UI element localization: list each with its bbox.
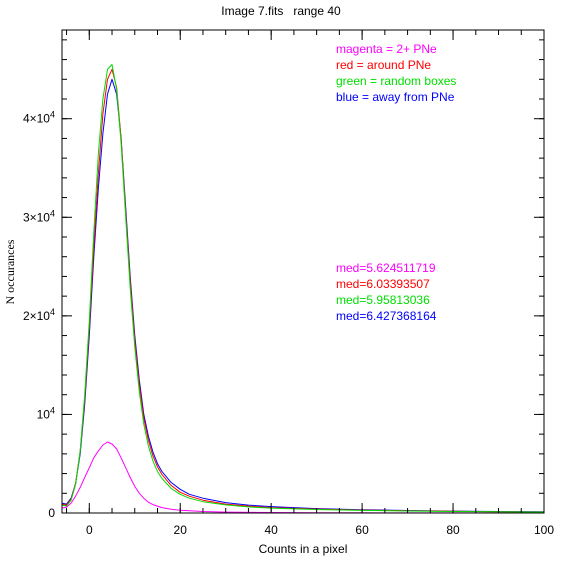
median-label: med=6.427368164 (336, 309, 437, 323)
y-tick-label: 104 (37, 405, 55, 421)
x-tick-label: 60 (355, 523, 369, 537)
y-axis-label: N occurances (3, 239, 17, 304)
x-tick-label: 100 (534, 523, 554, 537)
legend-entry: green = random boxes (336, 74, 456, 88)
y-tick-label: 2×104 (23, 307, 55, 323)
y-tick-base: 0 (48, 506, 55, 520)
median-label: med=5.624511719 (336, 261, 436, 275)
y-tick-label: 4×104 (23, 110, 55, 126)
ticks-layer (62, 30, 545, 514)
chart-title: Image 7.fits range 40 (221, 4, 341, 18)
y-tick-label: 0 (48, 506, 55, 520)
y-tick-exponent: 4 (50, 307, 55, 317)
x-axis-label: Counts in a pixel (259, 542, 348, 556)
y-tick-exponent: 4 (50, 405, 55, 415)
y-tick-base: 2×10 (23, 309, 50, 323)
median-label: med=5.95813036 (336, 293, 430, 307)
series-line-2 (61, 64, 545, 513)
y-tick-label: 3×104 (23, 208, 55, 224)
legend-entry: red = around PNe (336, 58, 431, 72)
y-tick-base: 3×10 (23, 210, 50, 224)
legend-entry: blue = away from PNe (336, 90, 455, 104)
x-tick-label: 0 (86, 523, 93, 537)
x-tick-label: 40 (264, 523, 278, 537)
median-annotations: med=5.624511719 med=6.03393507 med=5.95813… (336, 261, 437, 323)
y-tick-base: 4×10 (23, 112, 50, 126)
x-tick-label: 80 (446, 523, 460, 537)
legend-entry: magenta = 2+ PNe (336, 42, 437, 56)
plot-frame (61, 29, 545, 514)
y-tick-exponent: 4 (50, 208, 55, 218)
median-label: med=6.03393507 (336, 277, 430, 291)
y-tick-base: 10 (37, 407, 51, 421)
y-tick-exponent: 4 (50, 110, 55, 120)
x-tick-labels: 0 20 40 60 80 100 (86, 523, 554, 537)
legend: magenta = 2+ PNe red = around PNe green = … (336, 42, 456, 104)
x-tick-label: 20 (174, 523, 188, 537)
